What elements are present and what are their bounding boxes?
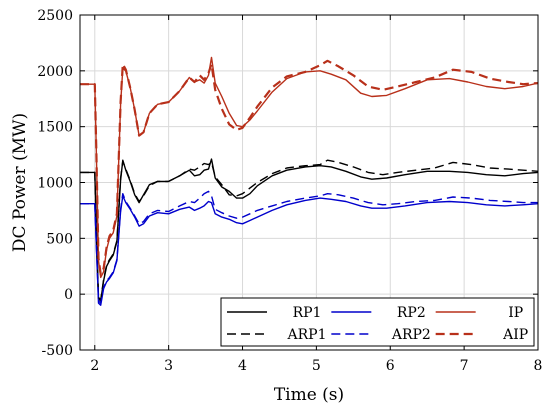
legend-label-rp1: RP1 (293, 305, 322, 321)
x-tick-label: 5 (312, 358, 321, 374)
legend-label-rp2: RP2 (397, 305, 426, 321)
y-tick-label: 1000 (37, 176, 73, 192)
x-tick-label: 7 (460, 358, 469, 374)
legend-label-arp2: ARP2 (391, 327, 431, 343)
series-line-arp1 (80, 159, 539, 301)
axis-ticks: 2 3 4 5 6 7 8 -500 0 500 1000 1500 2000 2500 (37, 8, 542, 374)
series-layer (80, 56, 539, 306)
x-tick-label: 6 (386, 358, 395, 374)
y-tick-label: 1500 (37, 120, 73, 136)
legend: RP1 RP2 IP ARP1 ARP2 AIP (220, 297, 535, 347)
y-tick-label: 0 (64, 287, 73, 303)
y-tick-label: 2000 (37, 64, 73, 80)
series-line-rp2 (80, 195, 539, 306)
legend-label-aip: AIP (502, 327, 528, 343)
series-line-rp1 (80, 158, 539, 302)
y-axis-title: DC Power (MW) (10, 113, 30, 252)
x-tick-label: 2 (90, 358, 99, 374)
legend-label-arp1: ARP1 (287, 327, 327, 343)
legend-box (220, 297, 535, 347)
series-line-ip (80, 56, 539, 279)
legend-label-ip: IP (508, 305, 523, 321)
y-tick-label: 2500 (37, 8, 73, 24)
x-tick-label: 8 (534, 358, 543, 374)
series-line-arp2 (80, 190, 538, 304)
x-tick-label: 3 (164, 358, 173, 374)
series-line-aip (80, 59, 539, 276)
x-axis-title: Time (s) (274, 385, 344, 405)
y-tick-label: 500 (46, 231, 73, 247)
y-tick-label: -500 (42, 343, 73, 359)
x-tick-label: 4 (238, 358, 247, 374)
